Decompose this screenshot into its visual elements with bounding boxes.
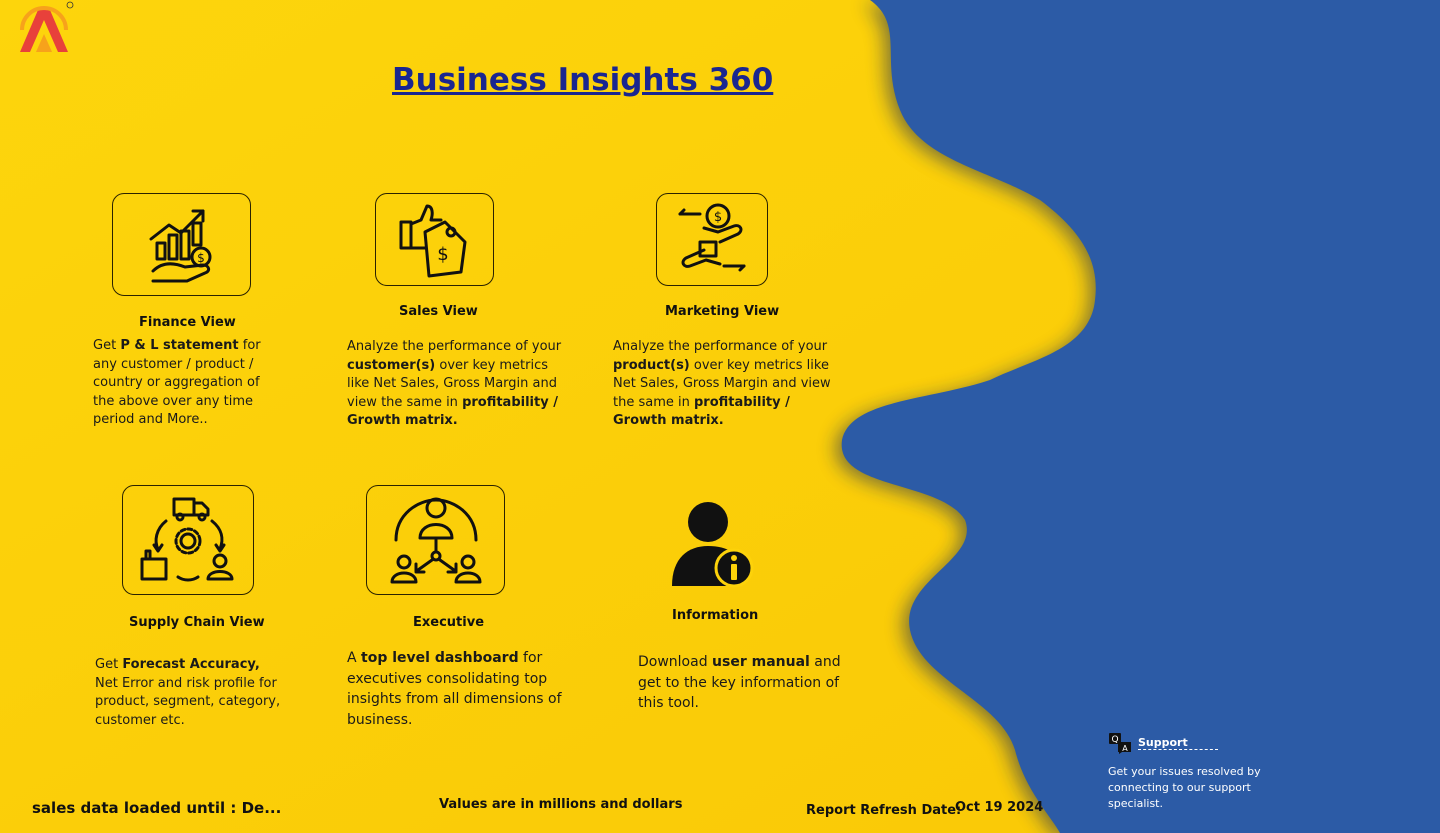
values-note: Values are in millions and dollars — [439, 797, 683, 812]
user-info-icon — [672, 502, 754, 588]
support-title[interactable]: Support — [1138, 736, 1218, 750]
thumbs-up-price-tag-icon: $ — [399, 204, 466, 277]
finance-view-label: Finance View — [139, 315, 236, 330]
finance-view-button[interactable]: $ — [112, 193, 251, 296]
money-exchange-hands-icon: $ — [678, 203, 746, 271]
supply-chain-cycle-icon — [140, 497, 234, 582]
report-refresh-label: Report Refresh Date: — [806, 803, 962, 818]
page-title[interactable]: Business Insights 360 — [392, 62, 774, 98]
svg-text:A: A — [1122, 744, 1128, 753]
svg-text:$: $ — [437, 244, 448, 265]
executive-view-description: A top level dashboard for executives con… — [347, 650, 562, 728]
finance-growth-icon: $ — [149, 209, 211, 282]
marketing-view-button[interactable]: $ — [656, 193, 768, 286]
svg-text:Q: Q — [1111, 735, 1118, 745]
executive-hierarchy-icon — [390, 497, 481, 584]
atliq-logo-icon[interactable] — [14, 0, 74, 56]
sales-view-description: Analyze the performance of your customer… — [347, 339, 562, 428]
support-text: Get your issues resolved by connecting t… — [1108, 765, 1261, 810]
support-link[interactable]: Q A Support — [1108, 732, 1278, 754]
supply-chain-view-description: Get Forecast Accuracy, Net Error and ris… — [95, 657, 281, 728]
supply-chain-view-label: Supply Chain View — [129, 615, 265, 630]
marketing-view-description: Analyze the performance of your product(… — [613, 339, 831, 428]
executive-view-button[interactable] — [366, 485, 505, 595]
sales-data-loaded-text: sales data loaded until : De... — [32, 799, 282, 817]
report-refresh-date: Oct 19 2024 — [955, 800, 1044, 815]
qa-chat-icon: Q A — [1109, 733, 1131, 754]
information-label: Information — [672, 608, 759, 623]
sales-view-button[interactable]: $ — [375, 193, 494, 286]
information-button[interactable] — [666, 498, 758, 590]
supply-chain-view-button[interactable] — [122, 485, 254, 595]
information-description: Download user manual and get to the key … — [638, 654, 841, 711]
marketing-view-label: Marketing View — [665, 304, 780, 319]
support-panel: Q A Support Get your issues resolved by … — [1108, 732, 1278, 812]
svg-text:$: $ — [714, 210, 722, 225]
sales-view-label: Sales View — [399, 304, 478, 319]
executive-view-label: Executive — [413, 615, 485, 630]
finance-view-description: Get P & L statement for any customer / p… — [93, 338, 261, 427]
svg-text:$: $ — [197, 251, 205, 265]
